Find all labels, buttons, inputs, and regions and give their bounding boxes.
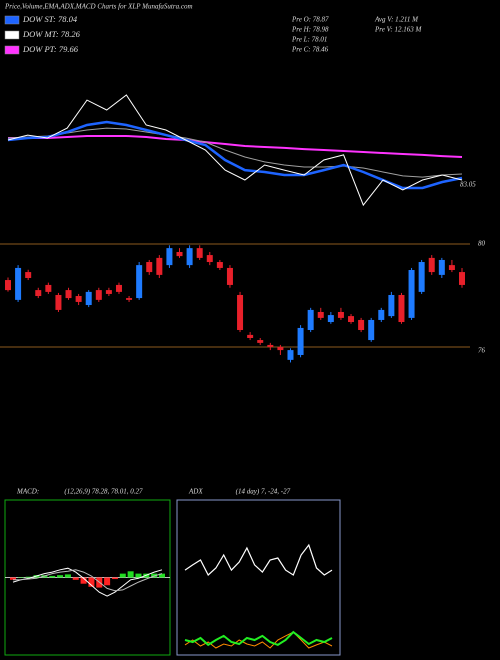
candle-body — [267, 344, 274, 347]
stat: Pre H: 78.98 — [291, 26, 329, 34]
histogram-bar — [119, 573, 126, 578]
candle-body — [348, 316, 355, 323]
candle-body — [448, 265, 455, 271]
histogram-bar — [57, 575, 64, 578]
candle-body — [216, 262, 223, 268]
legend-swatch — [4, 15, 20, 25]
candle-body — [226, 267, 233, 285]
candle-body — [297, 327, 304, 355]
stat: Pre O: 78.87 — [291, 16, 329, 24]
candle-body — [459, 272, 465, 285]
legend-label: DOW ST: 78.04 — [22, 14, 78, 24]
candle-body — [317, 311, 324, 318]
stat: Avg V: 1.211 M — [374, 16, 419, 24]
histogram-bar — [25, 576, 32, 578]
legend-label: DOW PT: 79.66 — [22, 44, 79, 54]
candle-body — [85, 291, 92, 306]
legend-label: DOW MT: 78.26 — [22, 29, 81, 39]
series-line — [7, 94, 463, 207]
histogram-bar — [135, 573, 142, 578]
candle-body — [115, 284, 122, 292]
candle-body — [75, 296, 82, 302]
candle-body — [196, 248, 203, 258]
candle-body — [247, 334, 254, 338]
legend-swatch — [4, 30, 20, 40]
stat: Pre C: 78.46 — [291, 46, 329, 54]
panel-title: MACD: — [16, 488, 39, 496]
last-value: 83.05 — [460, 181, 476, 189]
histogram-bar — [17, 577, 24, 578]
panel-params: (12,26,9) 78.28, 78.01, 0.27 — [64, 488, 143, 496]
series-line — [13, 569, 163, 592]
candle-body — [136, 265, 143, 299]
candle-body — [388, 294, 395, 317]
series-line — [8, 135, 463, 158]
candle-body — [368, 319, 375, 341]
candle-body — [126, 298, 133, 300]
histogram-bar — [127, 571, 134, 578]
stat: Pre V: 12.163 M — [374, 26, 422, 34]
candle-body — [95, 290, 102, 300]
candle-body — [5, 280, 11, 291]
panel-frame — [176, 499, 341, 656]
panel-params: (14 day) 7, -24, -27 — [236, 488, 291, 496]
histogram-bar — [10, 577, 16, 580]
histogram-bar — [72, 577, 79, 580]
histogram-bar — [64, 574, 71, 578]
candle-body — [186, 248, 193, 266]
candle-body — [358, 319, 365, 331]
candle-body — [25, 272, 32, 278]
candle-body — [105, 290, 112, 294]
histogram-bar — [111, 577, 118, 580]
candle-body — [237, 294, 244, 331]
y-tick-label: 76 — [478, 347, 486, 355]
candle-body — [398, 294, 405, 323]
candle-body — [166, 248, 173, 266]
candle-body — [307, 309, 314, 331]
histogram-bar — [49, 575, 56, 578]
series-line — [184, 630, 333, 647]
candle-body — [15, 267, 22, 300]
candle-body — [428, 257, 435, 273]
panel-title: ADX — [188, 488, 203, 496]
candle-body — [408, 270, 415, 318]
candle-body — [176, 251, 183, 257]
stat: Pre L: 78.01 — [291, 36, 327, 44]
candle-body — [156, 257, 163, 275]
histogram-bar — [159, 573, 165, 578]
candle-body — [337, 311, 344, 318]
candle-body — [378, 309, 385, 320]
candle-body — [287, 350, 294, 360]
candle-body — [45, 284, 52, 292]
candle-body — [206, 255, 213, 263]
series-line — [184, 543, 333, 576]
series-line — [7, 127, 463, 178]
histogram-bar — [88, 577, 95, 587]
candle-body — [418, 262, 425, 292]
candle-body — [65, 290, 72, 299]
candle-body — [327, 315, 334, 323]
page-title: Price,Volume,EMA,ADX,MACD Charts for XLP… — [4, 3, 193, 11]
candle-body — [438, 259, 445, 275]
histogram-bar — [80, 577, 87, 584]
candle-body — [146, 262, 153, 273]
candle-body — [35, 290, 42, 297]
candle-body — [257, 340, 264, 343]
y-tick-label: 80 — [478, 240, 486, 248]
candle-body — [55, 294, 62, 310]
series-line — [12, 567, 163, 597]
histogram-bar — [104, 577, 111, 586]
legend-swatch — [4, 45, 20, 55]
candle-body — [277, 347, 284, 351]
